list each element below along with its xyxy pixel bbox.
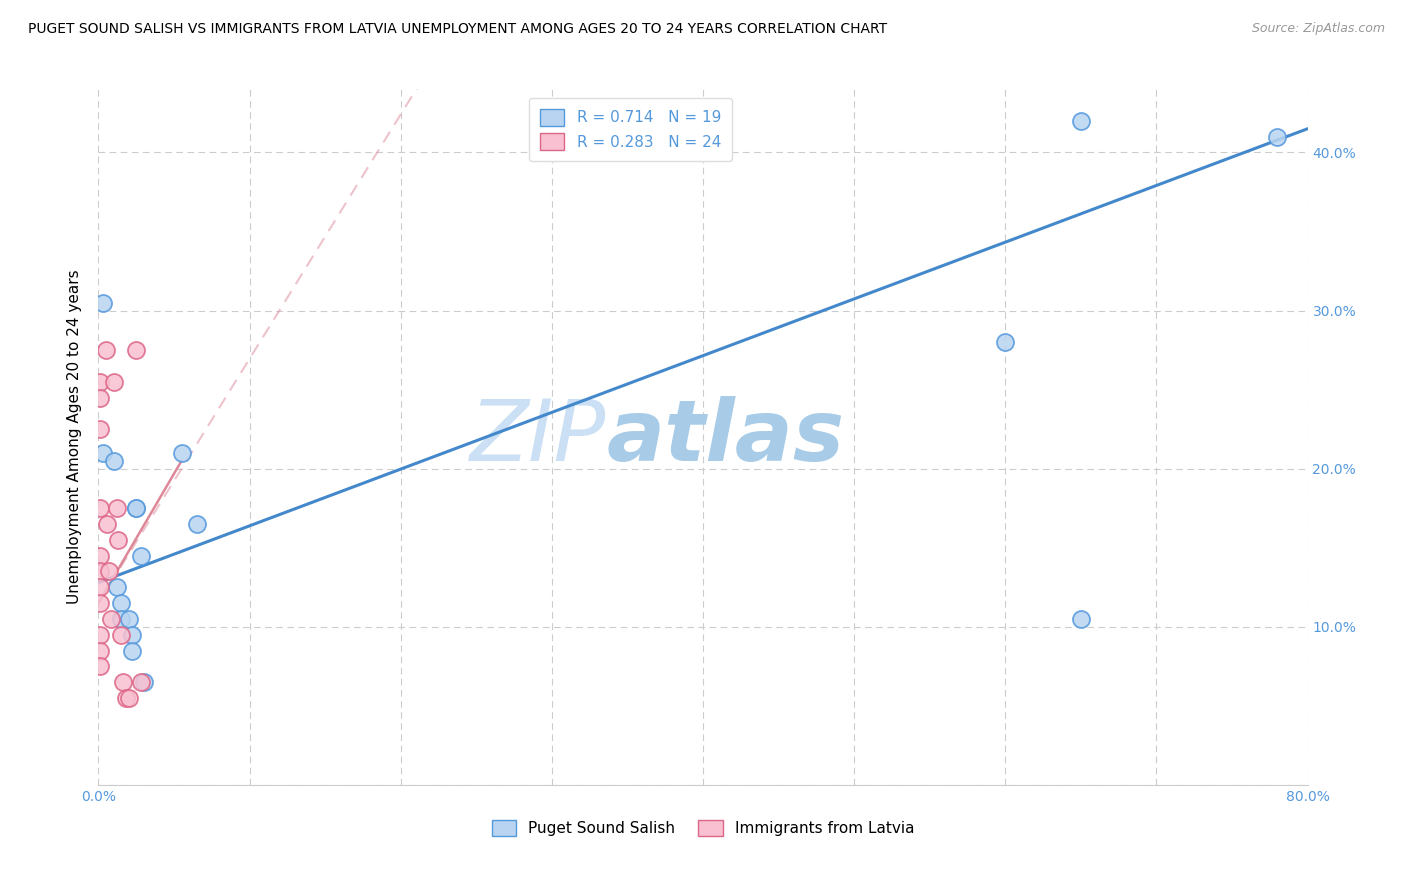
- Point: [89, 422, 111, 436]
- Point: [89, 643, 111, 657]
- Legend: Puget Sound Salish, Immigrants from Latvia: Puget Sound Salish, Immigrants from Latv…: [481, 809, 925, 847]
- Point: [89, 501, 111, 516]
- Point: [114, 690, 136, 705]
- Point: [89, 659, 111, 673]
- Point: [125, 343, 148, 357]
- Point: [91, 446, 114, 460]
- Point: [103, 454, 125, 468]
- Text: ZIP: ZIP: [470, 395, 606, 479]
- Text: Source: ZipAtlas.com: Source: ZipAtlas.com: [1251, 22, 1385, 36]
- Point: [129, 675, 152, 690]
- Point: [91, 295, 114, 310]
- Point: [118, 690, 141, 705]
- Point: [110, 612, 132, 626]
- Point: [1070, 612, 1092, 626]
- Point: [89, 375, 111, 389]
- Text: atlas: atlas: [606, 395, 845, 479]
- Point: [170, 446, 193, 460]
- Point: [89, 565, 111, 579]
- Point: [110, 628, 132, 642]
- Point: [98, 565, 121, 579]
- Point: [89, 628, 111, 642]
- Point: [186, 516, 208, 531]
- Text: PUGET SOUND SALISH VS IMMIGRANTS FROM LATVIA UNEMPLOYMENT AMONG AGES 20 TO 24 YE: PUGET SOUND SALISH VS IMMIGRANTS FROM LA…: [28, 22, 887, 37]
- Point: [1267, 129, 1289, 144]
- Point: [96, 516, 118, 531]
- Point: [107, 533, 129, 547]
- Point: [121, 643, 143, 657]
- Point: [89, 549, 111, 563]
- Point: [89, 391, 111, 405]
- Point: [105, 580, 128, 594]
- Point: [110, 596, 132, 610]
- Point: [94, 343, 117, 357]
- Point: [111, 675, 134, 690]
- Point: [121, 628, 143, 642]
- Point: [994, 335, 1017, 350]
- Point: [125, 501, 148, 516]
- Point: [132, 675, 155, 690]
- Point: [100, 612, 122, 626]
- Point: [1070, 113, 1092, 128]
- Point: [129, 549, 152, 563]
- Point: [89, 580, 111, 594]
- Point: [103, 375, 125, 389]
- Point: [118, 612, 141, 626]
- Point: [89, 596, 111, 610]
- Point: [105, 501, 128, 516]
- Point: [125, 501, 148, 516]
- Y-axis label: Unemployment Among Ages 20 to 24 years: Unemployment Among Ages 20 to 24 years: [66, 269, 82, 605]
